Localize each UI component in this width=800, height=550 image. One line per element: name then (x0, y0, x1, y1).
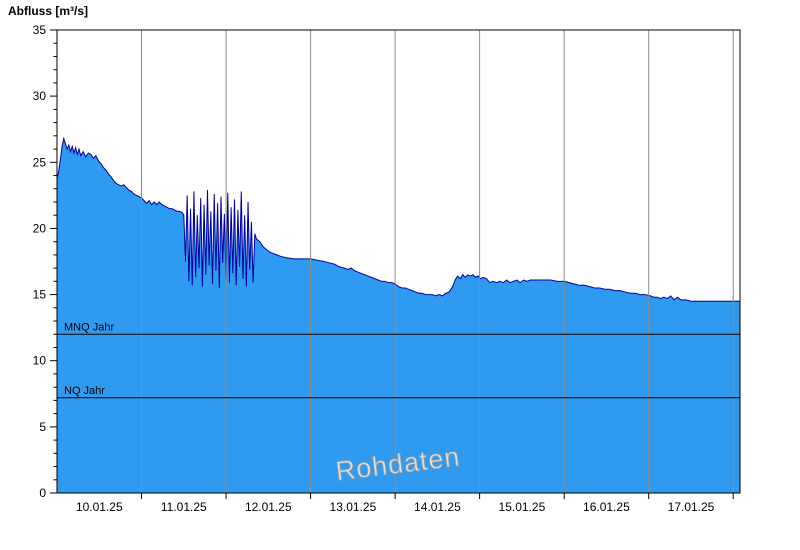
x-date-label: 15.01.25 (499, 500, 546, 514)
x-date-label: 17.01.25 (668, 500, 715, 514)
x-date-label: 13.01.25 (330, 500, 377, 514)
plot-border (56, 29, 741, 494)
y-tick-label: 35 (33, 23, 47, 37)
y-tick-label: 5 (39, 420, 46, 434)
y-tick-label: 10 (33, 354, 47, 368)
discharge-line (56, 136, 740, 302)
x-date-label: 10.01.25 (76, 500, 123, 514)
x-date-label: 11.01.25 (161, 500, 207, 514)
y-tick-label: 25 (33, 155, 47, 169)
chart-title: Abfluss [m³/s] (8, 4, 88, 18)
discharge-area-fill (57, 138, 740, 493)
y-tick-label: 0 (39, 486, 46, 500)
vertical-gridlines (141, 30, 734, 493)
y-tick-label: 30 (33, 89, 47, 103)
y-tick-label: 20 (33, 221, 47, 235)
x-axis: 10.01.25 11.01.25 12.01.25 13.01.25 14.01.25… (76, 493, 734, 514)
y-axis: 0 5 10 15 20 25 30 35 (33, 23, 57, 500)
y-tick-label: 15 (33, 288, 47, 302)
x-date-label: 14.01.25 (414, 500, 461, 514)
x-date-label: 12.01.25 (245, 500, 292, 514)
mnq-jahr-reference-label: MNQ Jahr (64, 321, 114, 333)
reference-lines: MNQ Jahr NQ Jahr (57, 321, 740, 399)
x-date-label: 16.01.25 (583, 500, 630, 514)
nq-jahr-reference-label: NQ Jahr (64, 385, 105, 397)
